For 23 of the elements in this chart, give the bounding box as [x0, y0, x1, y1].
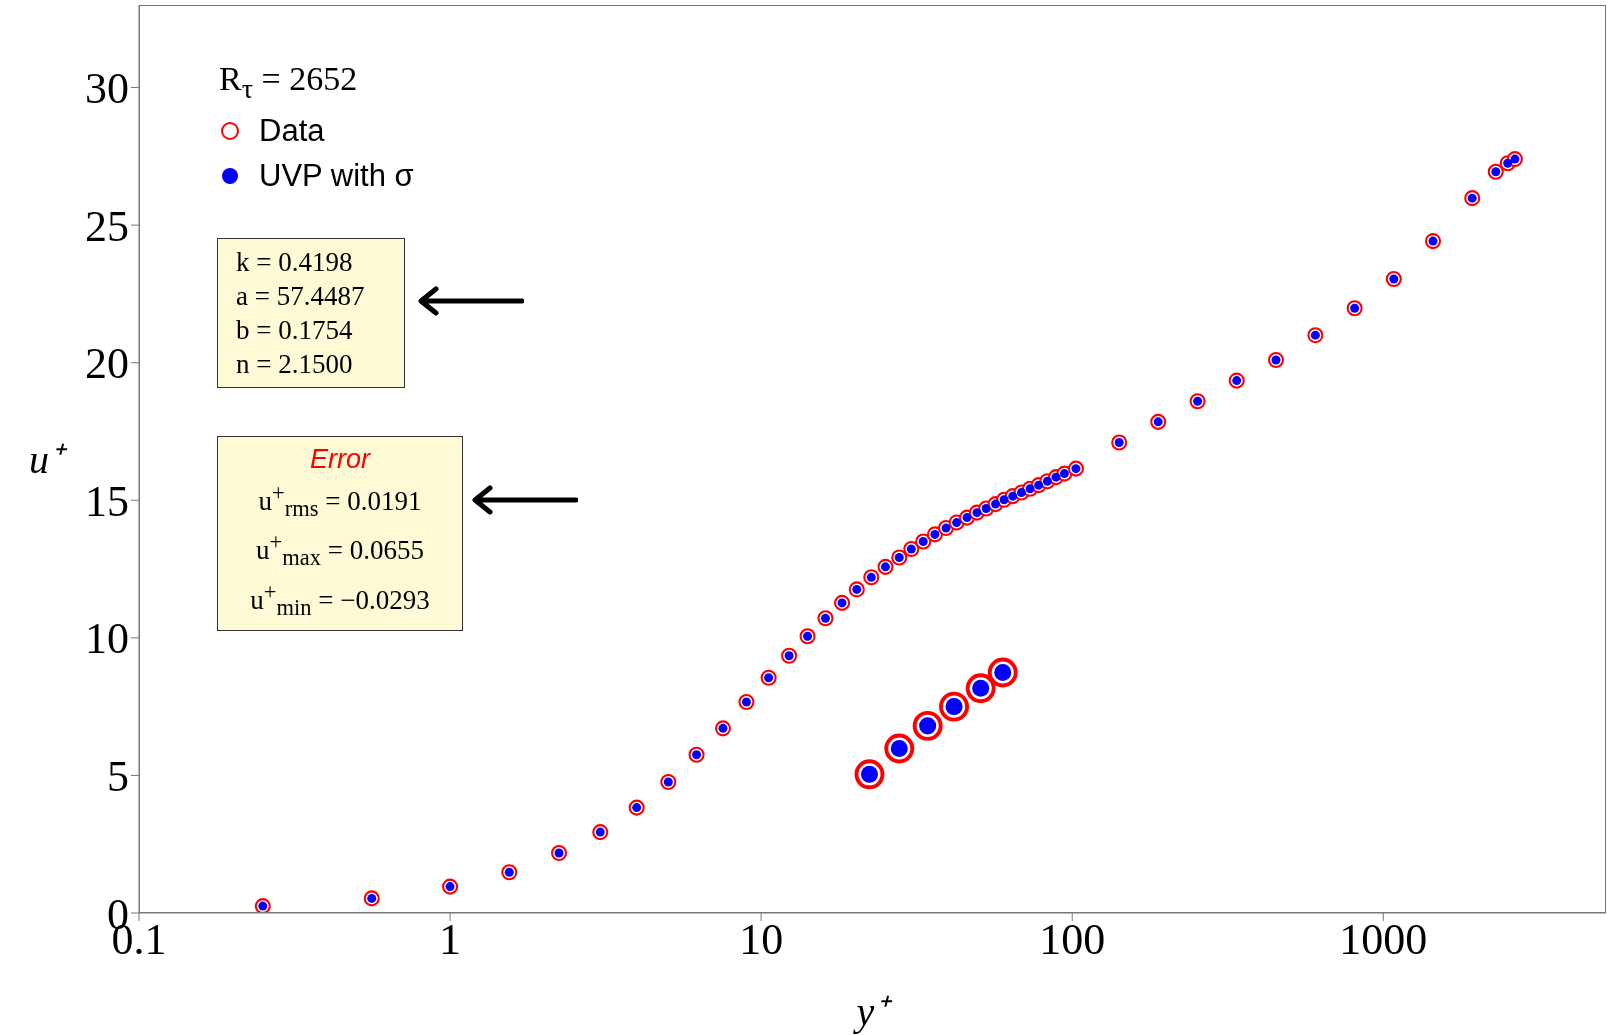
x-axis-title: y⁺	[852, 989, 894, 1034]
y-tick-label: 20	[85, 339, 129, 389]
y-tick-label: 15	[85, 476, 129, 526]
annotation: n = 2.1500	[236, 348, 354, 381]
x-tick-label: 1000	[1339, 915, 1428, 965]
x-tick-label: 100	[1039, 915, 1106, 965]
annotation: a = 57.4487	[236, 280, 366, 313]
legend-label: UVP with σ	[259, 158, 414, 195]
annotation: u$^{+}$$_{max}$ = 0.0655	[255, 528, 425, 573]
x-tick-label: 1	[439, 915, 462, 965]
annotation: u$^{+}$$_{min}$ = −0.0293	[249, 577, 431, 623]
y-tick-label: 5	[107, 752, 129, 802]
annotation: Error	[309, 443, 372, 476]
legend-title: R$_{τ}$ = 2652	[219, 60, 359, 105]
annotation: u$^{+}$$_{rms}$ = 0.0191	[257, 479, 423, 524]
y-tick-label: 25	[85, 201, 129, 251]
x-tick-label: 10	[739, 915, 784, 965]
y-tick-label: 10	[85, 614, 129, 664]
annotation: k = 0.4198	[236, 246, 354, 279]
y-axis-title: u⁺	[29, 437, 68, 483]
annotation: b = 0.1754	[236, 314, 354, 347]
legend-label: Data	[259, 113, 325, 150]
y-tick-label: 30	[85, 64, 129, 114]
